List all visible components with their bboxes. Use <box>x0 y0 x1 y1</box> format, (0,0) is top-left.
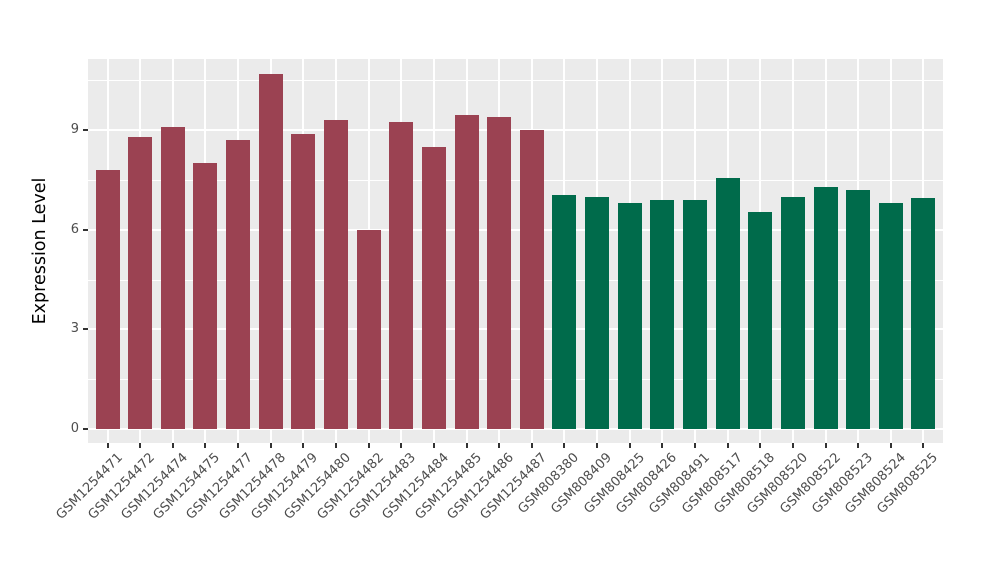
bar-GSM1254478 <box>258 73 283 429</box>
bar-GSM808409 <box>585 196 610 429</box>
x-tick-mark <box>824 443 827 448</box>
y-tick-label: 3 <box>70 321 79 337</box>
bar-GSM808525 <box>911 198 936 429</box>
bar-GSM1254471 <box>95 170 120 429</box>
bar-GSM808517 <box>715 178 740 429</box>
bar-GSM808523 <box>846 189 871 429</box>
bar-GSM808426 <box>650 199 675 429</box>
x-tick-mark <box>400 443 403 448</box>
y-tick-label: 0 <box>70 421 79 436</box>
gridline-minor-h <box>88 379 943 381</box>
x-tick-mark <box>204 443 207 448</box>
bar-GSM1254480 <box>324 120 348 429</box>
x-tick-mark <box>367 443 370 448</box>
x-tick-mark <box>563 443 566 448</box>
x-tick-mark <box>465 443 468 448</box>
x-tick-mark <box>759 443 762 448</box>
x-tick-mark <box>269 443 272 448</box>
y-tick-mark <box>83 228 88 231</box>
gridline-major-h <box>88 328 943 331</box>
x-tick-mark <box>106 443 109 448</box>
bar-GSM808380 <box>552 194 577 429</box>
bar-GSM808518 <box>748 211 773 429</box>
x-tick-mark <box>302 443 305 448</box>
bar-GSM1254472 <box>128 136 153 429</box>
bar-GSM1254483 <box>389 121 414 429</box>
gridline-minor-h <box>88 279 943 281</box>
x-tick-mark <box>857 443 860 448</box>
gridline-minor-h <box>88 80 943 82</box>
gridline-major-h <box>88 228 943 231</box>
bar-GSM1254482 <box>356 229 381 429</box>
bar-GSM1254485 <box>454 115 479 429</box>
x-tick-mark <box>432 443 435 448</box>
x-tick-mark <box>791 443 794 448</box>
x-tick-mark <box>889 443 892 448</box>
bar-GSM808522 <box>813 186 838 429</box>
gridline-major-h <box>88 129 943 132</box>
y-tick-label: 9 <box>70 122 79 138</box>
bar-GSM1254477 <box>226 140 251 429</box>
x-tick-mark <box>139 443 142 448</box>
gridline-major-h <box>88 428 943 430</box>
x-tick-mark <box>922 443 925 448</box>
x-tick-mark <box>726 443 729 448</box>
gridline-minor-h <box>88 180 943 181</box>
y-tick-label: 6 <box>70 221 79 237</box>
x-tick-mark <box>171 443 174 448</box>
bar-GSM1254475 <box>193 163 218 429</box>
bar-GSM808520 <box>780 196 805 429</box>
bar-GSM1254486 <box>487 116 512 429</box>
bar-GSM808491 <box>682 199 707 429</box>
plot-panel <box>88 59 943 443</box>
x-tick-mark <box>693 443 696 448</box>
x-tick-mark <box>237 443 240 448</box>
y-tick-mark <box>83 428 88 430</box>
y-tick-mark <box>83 328 88 331</box>
bar-GSM808524 <box>878 203 903 429</box>
y-axis-title: Expression Level <box>30 177 50 325</box>
bar-GSM1254474 <box>160 126 185 429</box>
x-tick-mark <box>335 443 337 448</box>
x-tick-mark <box>628 443 631 448</box>
bar-GSM1254479 <box>291 133 316 429</box>
x-tick-mark <box>530 443 533 448</box>
bar-GSM1254487 <box>519 130 544 429</box>
y-tick-mark <box>83 129 88 132</box>
x-tick-mark <box>596 443 599 448</box>
bar-GSM1254484 <box>421 146 446 429</box>
x-tick-mark <box>498 443 501 448</box>
bar-GSM808425 <box>617 203 642 429</box>
x-tick-mark <box>661 443 664 448</box>
